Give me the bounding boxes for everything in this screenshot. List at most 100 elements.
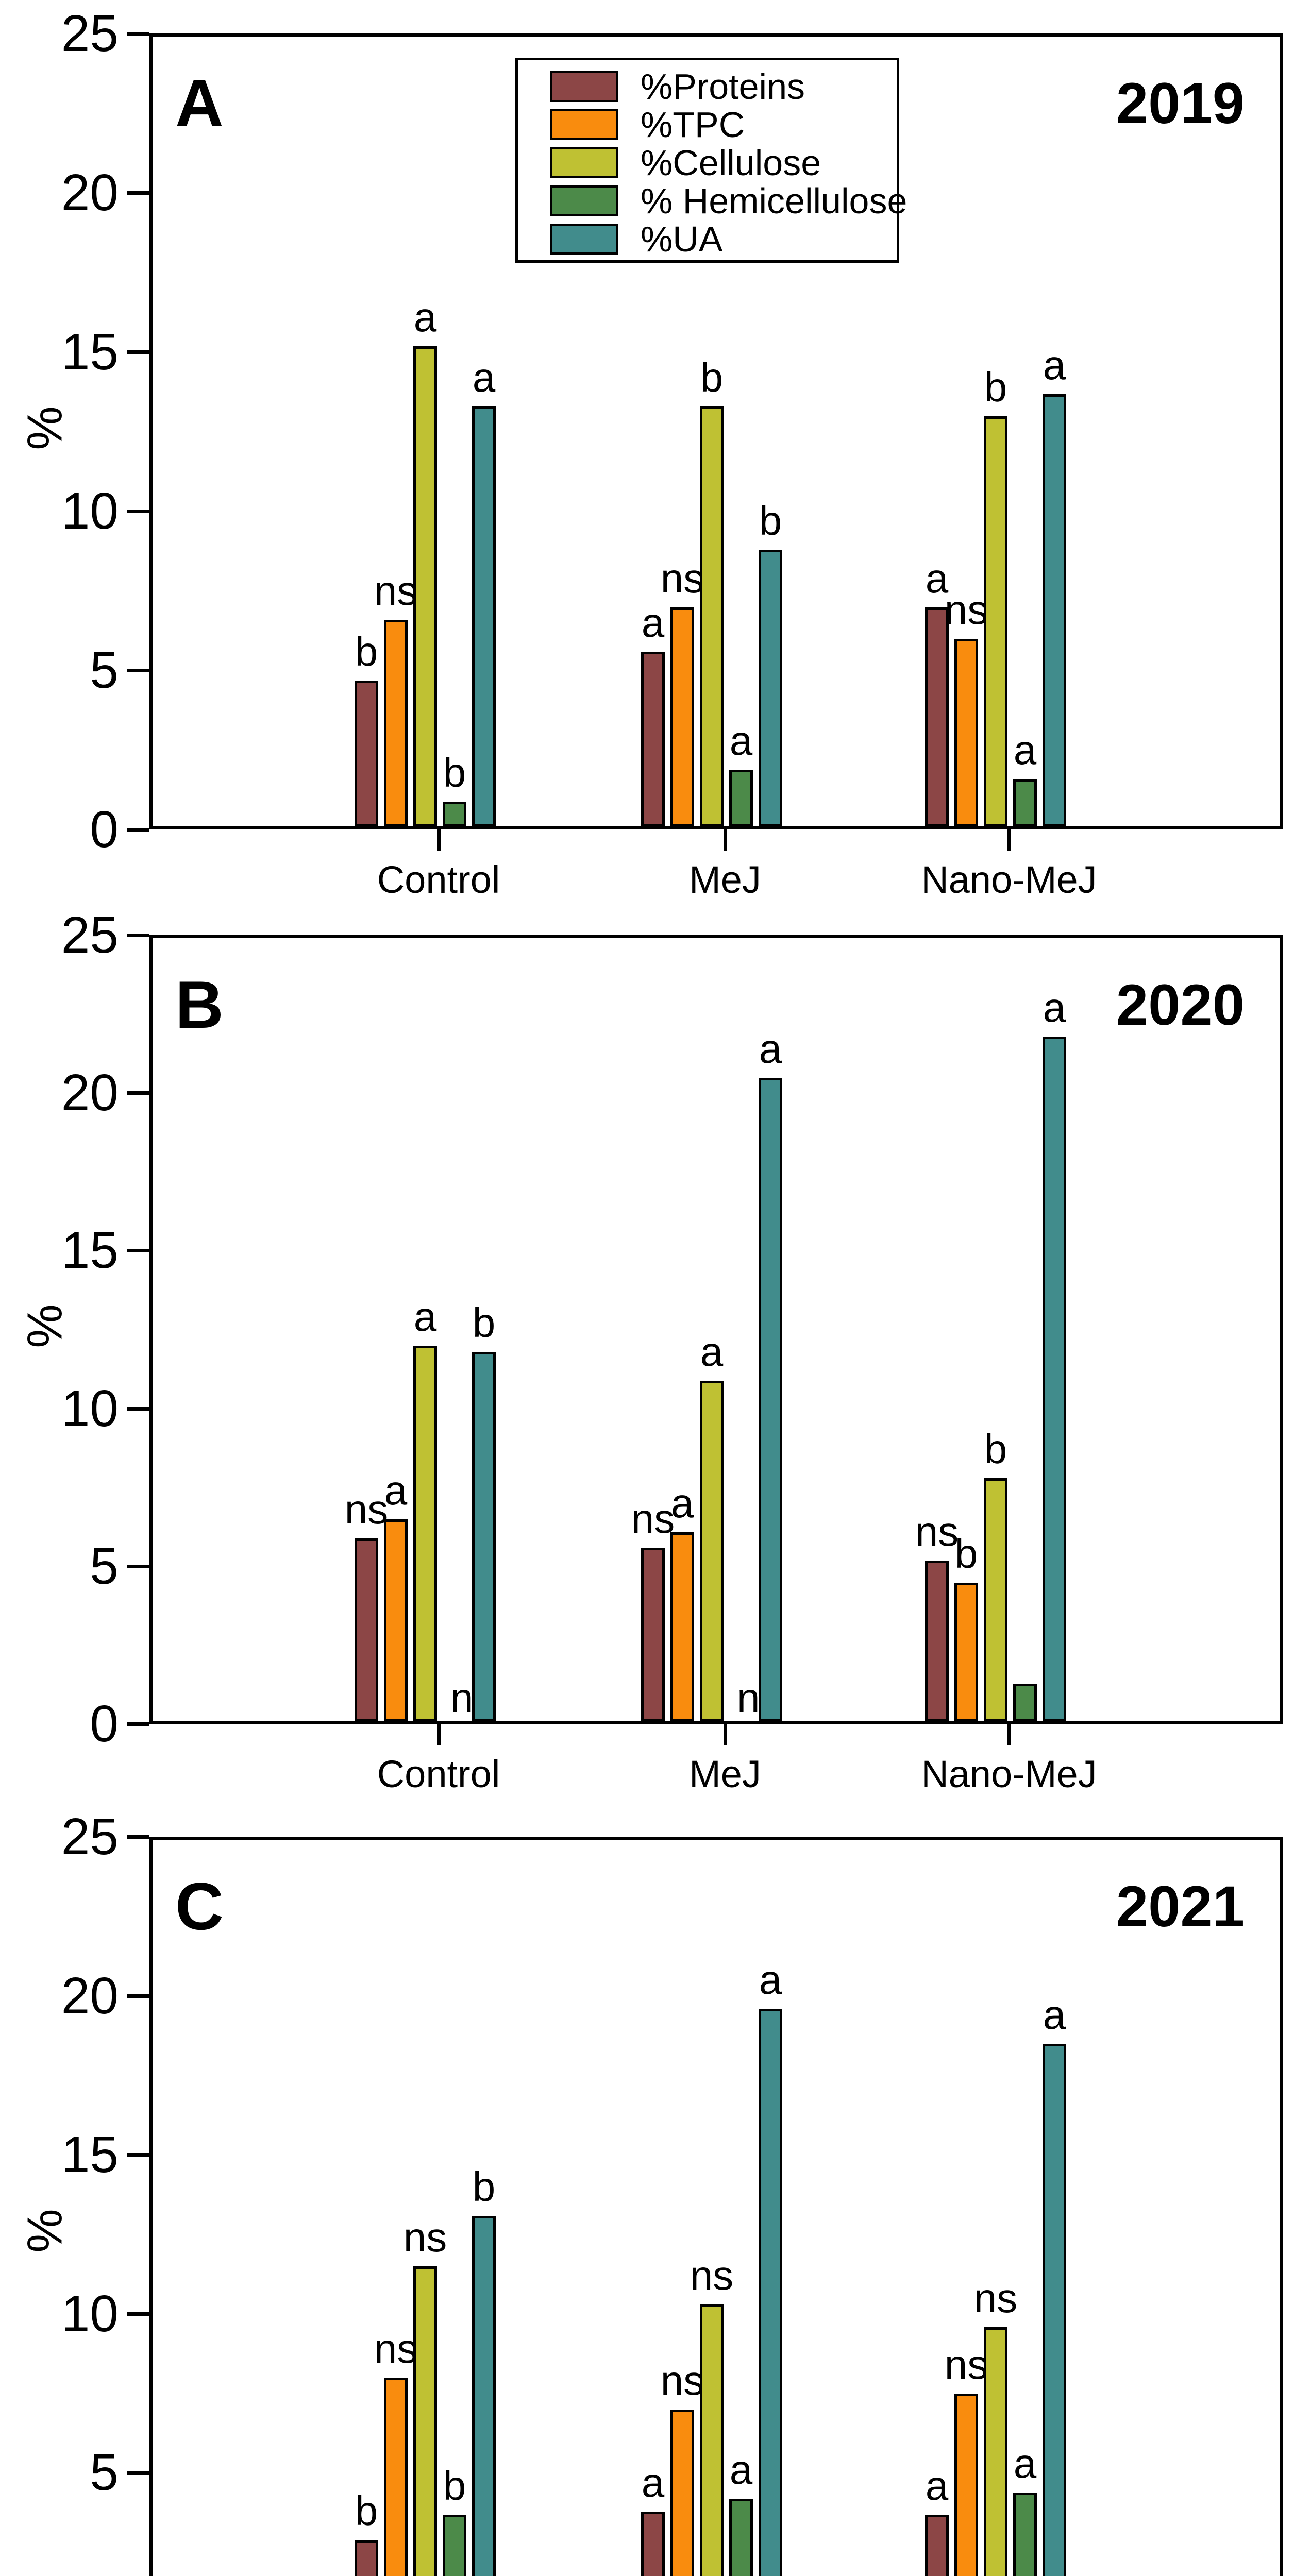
- significance-letter: ns: [374, 2326, 418, 2371]
- bar-tpc-control: [384, 2378, 408, 2576]
- x-axis-tick: [724, 1723, 727, 1745]
- y-axis-tick-label: 0: [90, 1695, 119, 1753]
- bar-cellulose-mej: [700, 1381, 724, 1721]
- panel-year-label: 2020: [1116, 973, 1245, 1037]
- y-axis-tick-label: 15: [61, 323, 119, 381]
- significance-letter: ns: [944, 587, 988, 633]
- y-axis-tick: [127, 350, 149, 354]
- y-axis-tick: [127, 32, 149, 36]
- bar-proteins-control: [355, 2540, 378, 2576]
- y-axis-tick: [127, 669, 149, 672]
- y-axis-title: %: [17, 2208, 73, 2253]
- bar-tpc-control: [384, 620, 408, 827]
- bar-tpc-mej: [670, 2410, 694, 2576]
- chart-legend: %Proteins %TPC %Cellulose% Hemicellulose %U…: [515, 58, 907, 263]
- y-axis-title: %: [17, 405, 73, 450]
- bar-hemicellulose-control: [443, 2515, 466, 2576]
- bar-ua-nano-mej: [1043, 1037, 1066, 1721]
- y-axis-tick-label: 5: [90, 641, 119, 699]
- significance-letter: b: [759, 498, 782, 544]
- bar-ua-nano-mej: [1043, 394, 1066, 827]
- significance-letter: b: [984, 1426, 1007, 1472]
- legend-swatch-icon: [550, 147, 618, 178]
- y-axis-tick-label: 0: [90, 801, 119, 858]
- bar-proteins-nano-mej: [925, 607, 949, 827]
- significance-letter: a: [472, 354, 496, 400]
- significance-letter: b: [472, 1300, 496, 1346]
- significance-letter: ns: [690, 2252, 734, 2298]
- bar-ua-nano-mej: [1043, 2044, 1066, 2576]
- bar-hemicellulose-mej: [729, 2499, 753, 2576]
- legend-swatch-icon: [550, 109, 618, 140]
- bar-proteins-mej: [641, 652, 665, 827]
- significance-letter: ns: [660, 555, 704, 601]
- x-axis-category-label: MeJ: [689, 858, 761, 901]
- bar-cellulose-nano-mej: [984, 416, 1007, 827]
- bar-ua-mej: [759, 2009, 782, 2576]
- legend-swatch-icon: [550, 224, 618, 255]
- y-axis-tick-label: 20: [61, 1064, 119, 1122]
- x-axis-tick: [1007, 1723, 1011, 1745]
- significance-letter: a: [1043, 342, 1066, 388]
- x-axis-category-label: Nano-MeJ: [921, 1753, 1097, 1795]
- panel-letter: A: [175, 65, 224, 141]
- significance-letter: b: [700, 354, 724, 400]
- y-axis-tick-label: 10: [61, 482, 119, 540]
- panel-letter: C: [175, 1869, 224, 1944]
- significance-letter: ns: [660, 2358, 704, 2403]
- bar-proteins-control: [355, 681, 378, 827]
- significance-letter: ns: [973, 2275, 1018, 2321]
- legend-label: % Hemicellulose: [641, 181, 907, 221]
- x-axis-category-label: Control: [377, 1753, 500, 1795]
- legend-item: %Proteins: [550, 67, 897, 106]
- y-axis-tick: [127, 1722, 149, 1726]
- significance-letter: ns: [374, 568, 418, 614]
- significance-letter: b: [443, 750, 466, 795]
- significance-letter: a: [925, 2463, 949, 2509]
- bar-tpc-nano-mej: [954, 1583, 978, 1721]
- y-axis-tick: [127, 828, 149, 832]
- x-axis-category-label: Nano-MeJ: [921, 858, 1097, 901]
- bar-ua-mej: [759, 550, 782, 827]
- bar-proteins-nano-mej: [925, 1561, 949, 1721]
- bar-tpc-nano-mej: [954, 639, 978, 827]
- y-axis-tick-label: 5: [90, 2444, 119, 2502]
- significance-letter: a: [384, 1467, 408, 1513]
- bar-hemicellulose-mej: [729, 770, 753, 827]
- bar-proteins-control: [355, 1538, 378, 1721]
- significance-letter: a: [729, 2447, 753, 2493]
- significance-letter: a: [413, 1294, 437, 1340]
- bar-tpc-mej: [670, 607, 694, 827]
- significance-letter: a: [670, 1480, 694, 1526]
- significance-letter: b: [472, 2164, 496, 2210]
- y-axis-tick-label: 25: [61, 5, 119, 62]
- significance-letter: b: [355, 629, 378, 674]
- significance-letter: a: [700, 1329, 724, 1375]
- bar-proteins-nano-mej: [925, 2515, 949, 2576]
- bar-hemicellulose-nano-mej: [1013, 1684, 1037, 1721]
- bar-proteins-mej: [641, 1548, 665, 1721]
- significance-letter: b: [984, 364, 1007, 410]
- y-axis-tick: [127, 1564, 149, 1568]
- significance-letter: a: [1043, 1992, 1066, 2038]
- y-axis-tick-label: 20: [61, 1967, 119, 2025]
- y-axis-tick-label: 10: [61, 1379, 119, 1437]
- bar-cellulose-mej: [700, 2304, 724, 2576]
- bar-cellulose-control: [413, 2266, 437, 2576]
- x-axis-tick: [437, 1723, 441, 1745]
- y-axis-tick-label: 10: [61, 2284, 119, 2343]
- x-axis-tick: [1007, 828, 1011, 851]
- x-axis-tick: [437, 828, 441, 851]
- legend-label: %TPC: [641, 105, 745, 145]
- significance-letter: ns: [944, 2342, 988, 2387]
- bar-cellulose-control: [413, 346, 437, 827]
- y-axis-tick-label: 25: [61, 906, 119, 964]
- bar-cellulose-control: [413, 1346, 437, 1721]
- significance-letter: a: [1013, 727, 1037, 773]
- significance-letter: a: [759, 1026, 782, 1072]
- bar-tpc-mej: [670, 1532, 694, 1721]
- bar-ua-control: [472, 1352, 496, 1721]
- legend-item: %UA: [550, 220, 897, 258]
- panel-letter: B: [175, 967, 224, 1042]
